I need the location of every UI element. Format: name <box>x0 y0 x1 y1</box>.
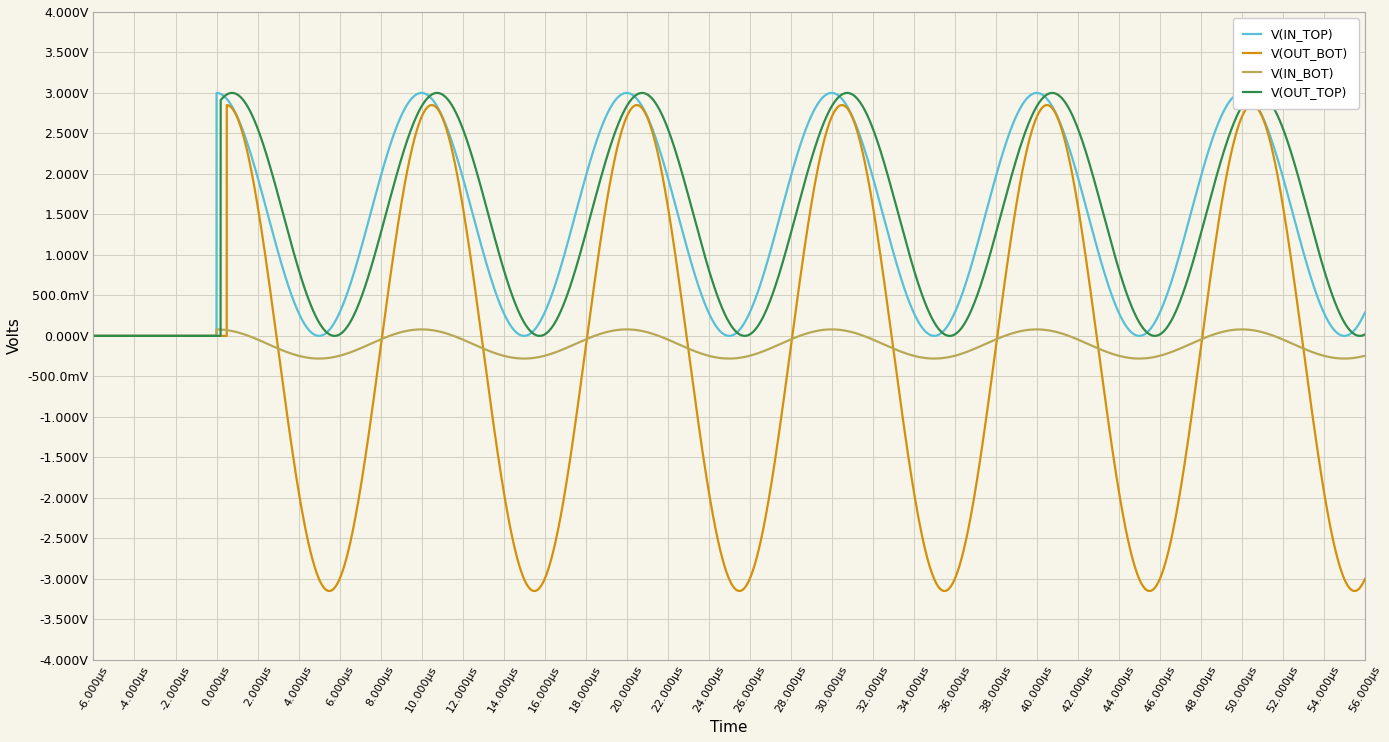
Line: V(IN_TOP): V(IN_TOP) <box>93 93 1365 336</box>
V(IN_TOP) <box>996 145 1013 154</box>
V(OUT_BOT) <box>901 461 918 470</box>
V(OUT_BOT) <box>629 101 646 110</box>
V(OUT_BOT) <box>1274 200 1290 209</box>
Y-axis label: Volts: Volts <box>7 318 22 355</box>
V(IN_BOT) <box>996 332 1013 341</box>
Line: V(IN_BOT): V(IN_BOT) <box>93 329 1365 358</box>
V(IN_TOP) <box>854 139 871 148</box>
V(IN_BOT) <box>414 325 431 334</box>
V(IN_TOP) <box>901 299 918 308</box>
Line: V(OUT_TOP): V(OUT_TOP) <box>93 93 1365 336</box>
V(IN_TOP) <box>1357 308 1374 317</box>
V(IN_BOT) <box>854 331 871 340</box>
V(OUT_BOT) <box>401 151 418 160</box>
V(IN_TOP) <box>85 332 101 341</box>
V(IN_BOT) <box>85 332 101 341</box>
V(OUT_TOP) <box>996 199 1013 208</box>
V(IN_BOT) <box>515 354 532 363</box>
V(OUT_BOT) <box>1357 574 1374 583</box>
V(IN_BOT) <box>1357 351 1374 360</box>
V(OUT_TOP) <box>686 215 703 224</box>
V(IN_TOP) <box>1274 171 1290 180</box>
V(OUT_BOT) <box>854 147 871 156</box>
V(IN_TOP) <box>686 270 703 279</box>
V(IN_TOP) <box>414 88 431 97</box>
V(IN_BOT) <box>1274 335 1290 344</box>
V(IN_BOT) <box>686 347 703 355</box>
V(IN_TOP) <box>401 96 418 105</box>
V(OUT_TOP) <box>1274 123 1290 132</box>
Legend: V(IN_TOP), V(OUT_BOT), V(IN_BOT), V(OUT_TOP): V(IN_TOP), V(OUT_BOT), V(IN_BOT), V(OUT_… <box>1232 19 1358 109</box>
V(OUT_BOT) <box>996 283 1013 292</box>
V(OUT_BOT) <box>1142 586 1158 595</box>
X-axis label: Time: Time <box>710 720 747 735</box>
V(OUT_TOP) <box>839 88 856 97</box>
V(OUT_BOT) <box>686 393 703 402</box>
V(OUT_TOP) <box>401 127 418 136</box>
V(OUT_TOP) <box>854 102 871 111</box>
V(OUT_TOP) <box>1357 330 1374 339</box>
V(IN_BOT) <box>901 350 918 359</box>
V(OUT_TOP) <box>901 251 918 260</box>
Line: V(OUT_BOT): V(OUT_BOT) <box>93 105 1365 591</box>
V(OUT_TOP) <box>85 332 101 341</box>
V(OUT_BOT) <box>85 332 101 341</box>
V(IN_BOT) <box>401 326 418 335</box>
